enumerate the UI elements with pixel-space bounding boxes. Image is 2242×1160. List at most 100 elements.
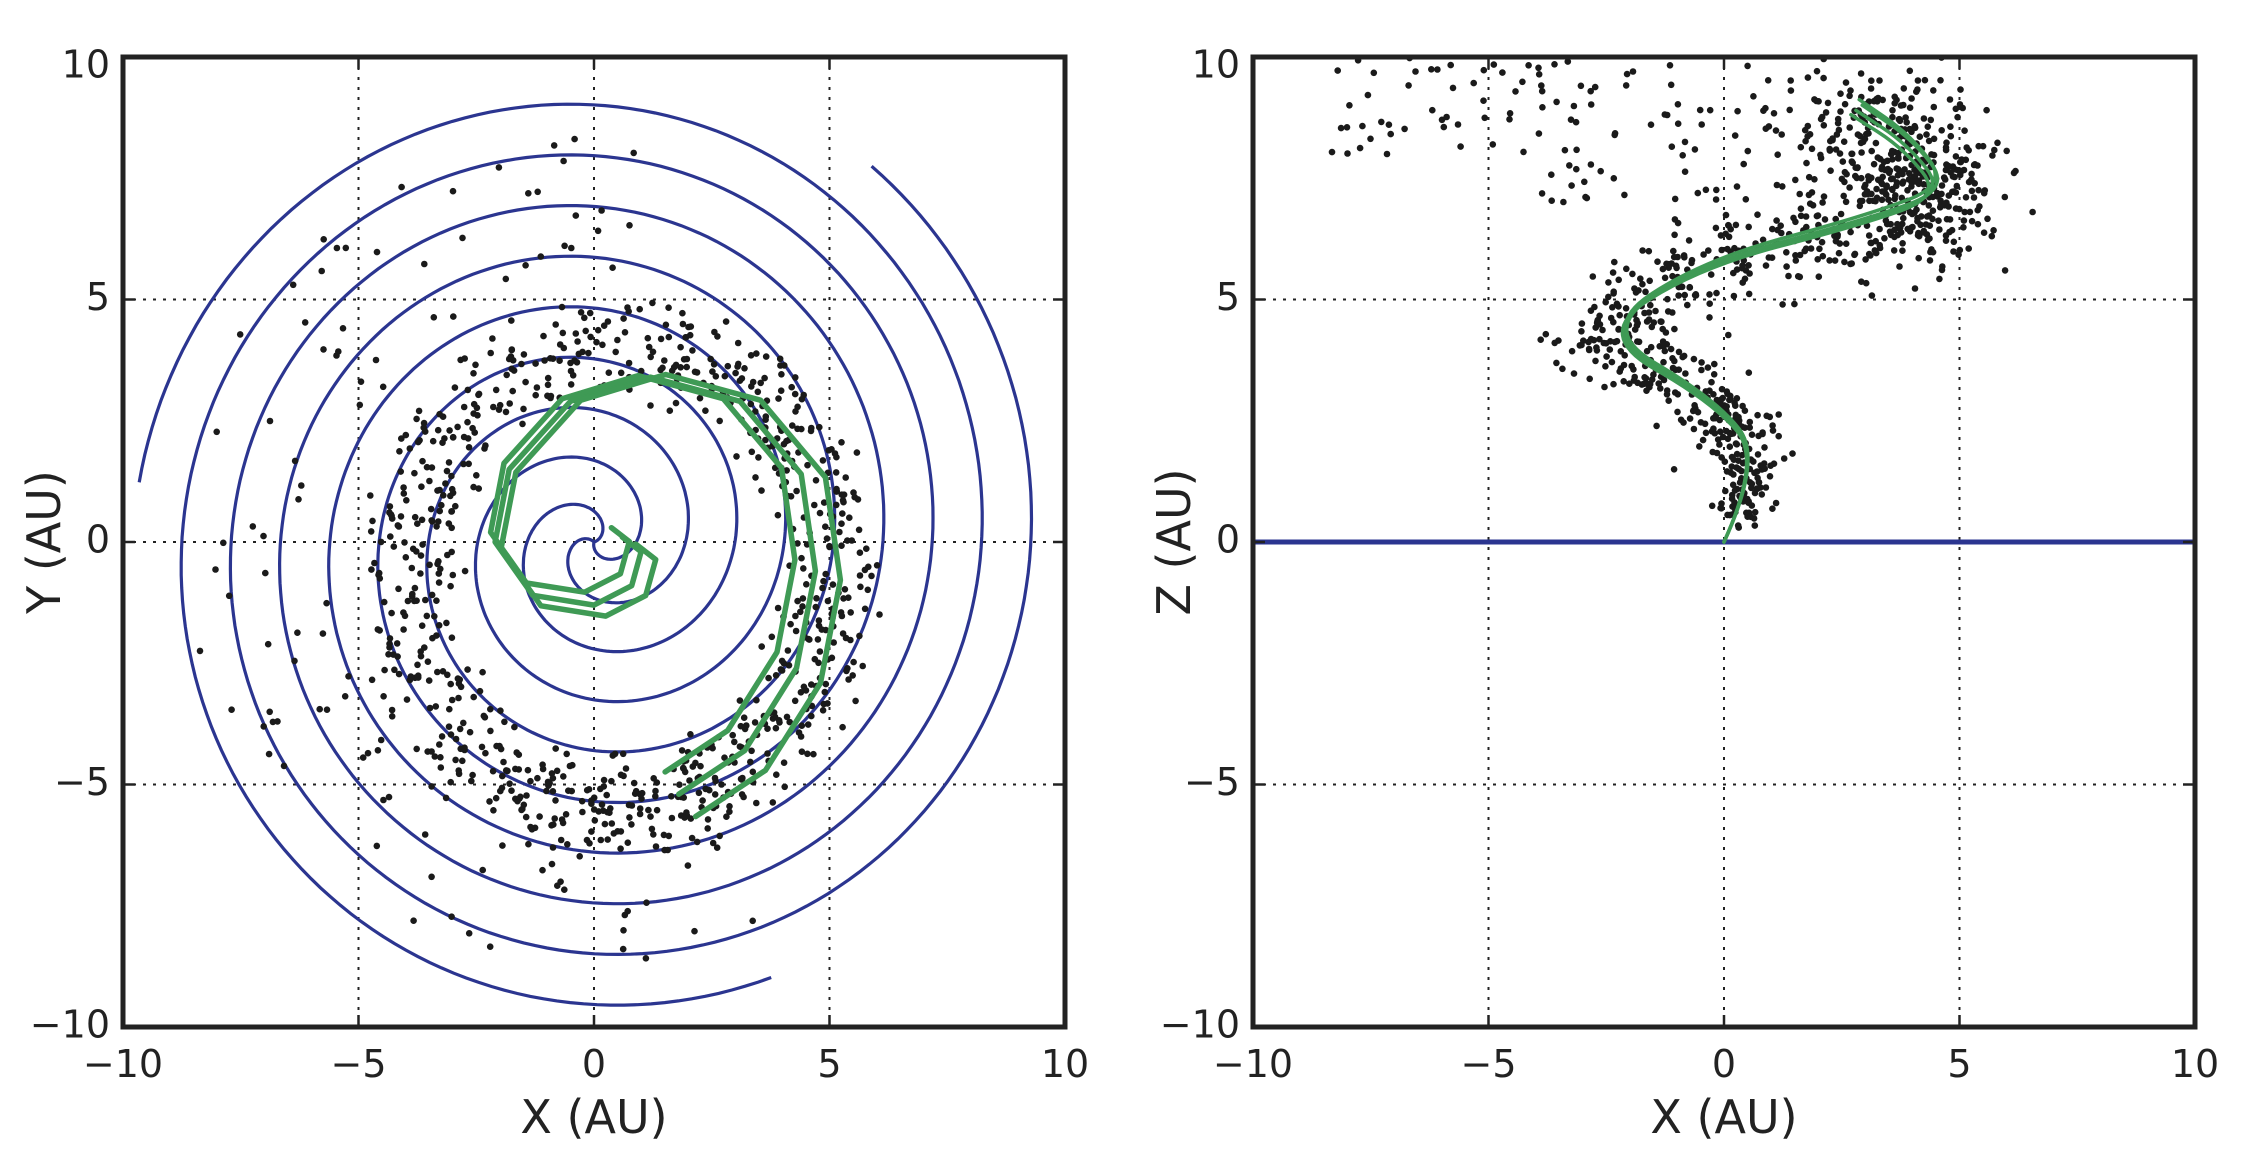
xy-particle <box>625 359 633 367</box>
xy-particle <box>594 227 602 235</box>
xz-particle <box>1626 380 1633 388</box>
xz-particle <box>1674 408 1681 416</box>
xz-particle <box>1837 90 1844 97</box>
xz-particle <box>1356 144 1364 152</box>
xz-particle <box>1975 142 1982 150</box>
xz-particle <box>1797 212 1805 220</box>
xz-particle <box>1727 430 1735 438</box>
xy-particle <box>702 407 709 415</box>
xy-particle <box>660 831 668 839</box>
xy-particle <box>409 590 416 598</box>
xz-particle <box>1879 173 1886 181</box>
xy-particle <box>410 597 418 605</box>
xz-particle <box>1801 247 1808 255</box>
xz-particle <box>1785 272 1792 280</box>
xy-particle <box>447 778 455 786</box>
xy-particle <box>576 853 583 860</box>
xy-particle <box>679 320 687 328</box>
xz-particle <box>1738 467 1745 475</box>
xy-particle <box>851 493 858 501</box>
xz-particle <box>1622 305 1630 312</box>
xz-particle <box>1346 102 1353 109</box>
xy-particle <box>591 817 599 824</box>
xz-particle <box>1698 366 1705 374</box>
xz-particle <box>1702 429 1710 437</box>
xz-particle <box>1805 191 1813 199</box>
xz-particle <box>1647 343 1655 351</box>
xz-particle <box>1961 127 1968 134</box>
xz-particle <box>1940 174 1948 181</box>
xz-particle <box>1741 407 1749 415</box>
xy-particle <box>804 721 812 728</box>
xy-particle <box>838 439 845 446</box>
xz-particle <box>1481 114 1488 122</box>
xy-particle <box>737 722 745 730</box>
xz-particle <box>1802 137 1809 145</box>
xz-particle <box>1893 96 1900 104</box>
xz-particle <box>1732 221 1740 229</box>
xy-particle <box>661 357 668 364</box>
xz-particle <box>1730 269 1737 277</box>
xy-particle <box>781 362 788 369</box>
xz-particle <box>1847 87 1854 94</box>
xy-particle <box>749 378 757 386</box>
xy-particle <box>567 381 575 388</box>
xz-particle <box>1842 79 1850 86</box>
xz-particle <box>1748 431 1756 439</box>
xy-particle <box>566 762 574 770</box>
xz-particle <box>1713 289 1720 297</box>
xz-particle <box>1337 124 1345 132</box>
xz-particle <box>1641 374 1648 381</box>
xy-particle <box>845 594 852 601</box>
xz-particle <box>1797 143 1805 151</box>
xz-particle <box>1840 192 1847 200</box>
xz-particle <box>1787 87 1795 94</box>
xz-particle <box>1396 16 1403 23</box>
xy-particle <box>609 752 617 759</box>
xz-particle <box>1391 37 1398 44</box>
xz-particle <box>1822 109 1830 116</box>
xy-particle <box>590 794 598 801</box>
xy-particle <box>847 609 854 616</box>
xz-particle <box>1666 62 1674 69</box>
xz-particle <box>1862 279 1870 287</box>
xz-particle <box>1947 123 1954 130</box>
xz-particle <box>1908 95 1915 102</box>
xz-particle <box>1582 193 1589 201</box>
xy-particle <box>684 862 692 869</box>
xy-particle <box>844 665 851 672</box>
xy-particle <box>335 348 342 355</box>
xy-particle <box>714 333 721 340</box>
xy-particle <box>586 309 594 317</box>
xy-particle <box>808 712 815 720</box>
xz-ytick-label: 10 <box>1192 43 1240 87</box>
xy-particle <box>532 391 539 399</box>
xz-particle <box>1797 205 1805 212</box>
xz-particle <box>1847 228 1854 236</box>
xy-particle <box>612 348 619 356</box>
xz-particle <box>1927 116 1935 124</box>
xy-particle <box>783 467 790 474</box>
xz-particle <box>1717 428 1724 436</box>
xz-particle <box>1447 61 1454 69</box>
xy-particle <box>598 207 605 214</box>
xy-particle <box>373 842 381 850</box>
xy-particle <box>732 369 739 377</box>
xz-particle <box>1889 107 1896 114</box>
xy-particle <box>421 831 429 838</box>
xy-particle <box>401 612 409 620</box>
xz-particle <box>1591 303 1598 311</box>
xy-particle <box>556 357 563 365</box>
xy-particle <box>804 750 811 758</box>
xz-particle <box>1691 146 1699 153</box>
xz-particle <box>1920 181 1927 188</box>
xz-particle <box>1553 359 1560 367</box>
xy-particle <box>685 323 692 331</box>
xy-particle <box>820 577 827 585</box>
xz-particle <box>1867 85 1875 92</box>
xz-particle <box>1682 370 1689 377</box>
xz-particle <box>1645 316 1653 323</box>
xy-particle <box>445 723 453 730</box>
xy-particle <box>518 806 525 814</box>
xy-particle <box>772 724 780 732</box>
